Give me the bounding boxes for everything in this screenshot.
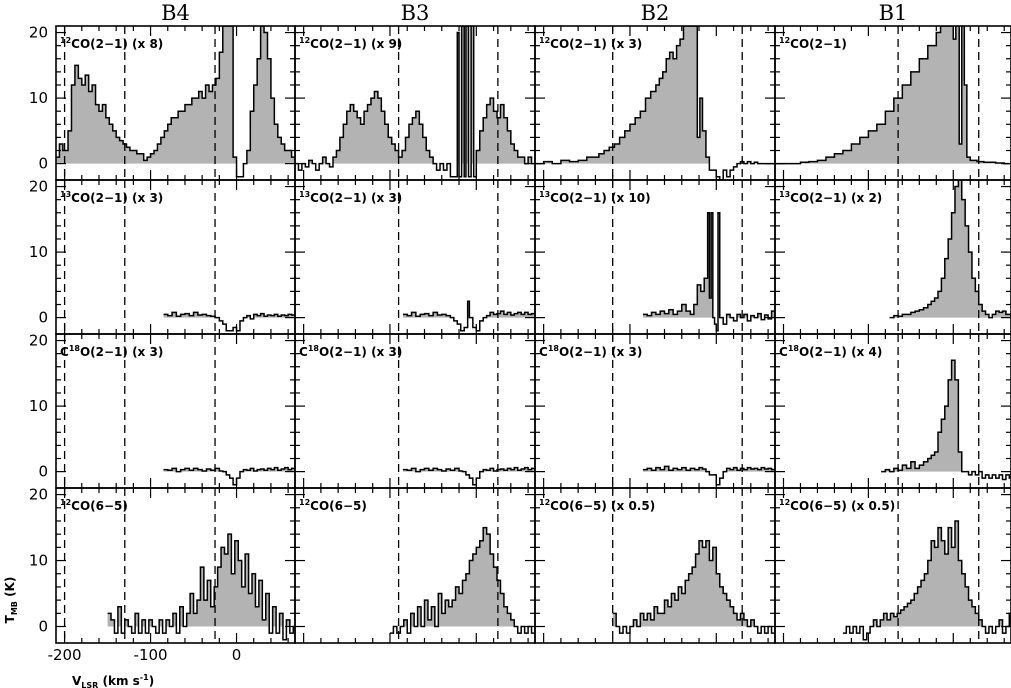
panel-r0-c1-area xyxy=(295,26,535,164)
panel-r2-c1-spectrum xyxy=(402,466,535,486)
panel-r2-c0-spectrum xyxy=(163,466,295,486)
xtick-label-0: 0 xyxy=(232,646,242,664)
panel-r3-c0-label: 12CO(6−5) xyxy=(60,498,128,513)
panel-r3-c3-label: 12CO(6−5) (x 0.5) xyxy=(779,498,895,513)
panel-r0-c2-label: 12CO(2−1) (x 3) xyxy=(539,36,642,51)
panel-r3-c2-area xyxy=(612,540,775,627)
ytick-label-20: 20 xyxy=(29,332,48,350)
panel-r0-c2-area xyxy=(535,26,775,164)
panel-r1-c0-area xyxy=(163,312,295,318)
panel-r2-c2-label: C18O(2−1) (x 3) xyxy=(539,344,642,359)
ytick-label-0: 0 xyxy=(38,309,48,327)
panel-r0-c2-spectrum xyxy=(535,26,775,180)
panel-r2-c1-label: C18O(2−1) (x 3) xyxy=(299,344,402,359)
ytick-label-10: 10 xyxy=(29,89,48,107)
ytick-label-10: 10 xyxy=(29,552,48,570)
y-axis-label: TMB (K) xyxy=(3,577,19,624)
panel-r0-c3-area xyxy=(775,26,1011,164)
panel-r1-c3-spectrum xyxy=(889,180,1011,319)
ytick-label-0: 0 xyxy=(38,155,48,173)
panel-r0-c3-spectrum xyxy=(775,26,1011,165)
ytick-label-20: 20 xyxy=(29,178,48,196)
panel-r1-c1-label: 13CO(2−1) (x 3) xyxy=(299,190,402,205)
panel-r1-c3-area xyxy=(889,180,1011,318)
panel-r0-c1-spectrum xyxy=(295,26,535,178)
ytick-label-20: 20 xyxy=(29,24,48,42)
panel-r3-c2-label: 12CO(6−5) (x 0.5) xyxy=(539,498,655,513)
panel-r0-c0-spectrum xyxy=(56,26,295,178)
panel-r1-c3-label: 13CO(2−1) (x 2) xyxy=(779,190,882,205)
xtick-label--100: -100 xyxy=(134,646,168,664)
panel-r0-c3-label: 12CO(2−1) xyxy=(779,36,847,51)
panel-r1-c1-area xyxy=(402,301,535,318)
panel-r3-c3-frame xyxy=(774,487,1011,644)
column-title-b2: B2 xyxy=(641,1,670,25)
ytick-label-20: 20 xyxy=(29,486,48,504)
panel-r3-c1-spectrum xyxy=(389,526,535,634)
panel-r0-c0-area xyxy=(56,26,295,164)
panel-r1-c2-spectrum xyxy=(642,212,775,332)
xtick-label--200: -200 xyxy=(48,646,82,664)
x-axis-label: VLSR (km s-1) xyxy=(72,673,154,688)
panel-r3-c3-spectrum xyxy=(842,520,1011,641)
panel-r0-c0-label: 12CO(2−1) (x 8) xyxy=(60,36,163,51)
ytick-label-0: 0 xyxy=(38,463,48,481)
panel-r3-c1-area xyxy=(389,527,535,627)
panel-r3-c1-label: 12CO(6−5) xyxy=(299,498,367,513)
ytick-label-10: 10 xyxy=(29,397,48,415)
panel-r2-c3-spectrum xyxy=(881,359,1011,481)
panel-r1-c2-label: 13CO(2−1) (x 10) xyxy=(539,190,651,205)
panel-r0-c1-label: 12CO(2−1) (x 9) xyxy=(299,36,402,51)
ytick-label-0: 0 xyxy=(38,618,48,636)
panel-r2-c3-label: C18O(2−1) (x 4) xyxy=(779,344,882,359)
panel-r2-c0-label: C18O(2−1) (x 3) xyxy=(60,344,163,359)
panel-r1-c0-label: 13CO(2−1) (x 3) xyxy=(60,190,163,205)
ytick-label-10: 10 xyxy=(29,243,48,261)
panel-r2-c3-area xyxy=(881,360,1011,472)
column-title-b4: B4 xyxy=(161,1,190,25)
column-title-b3: B3 xyxy=(401,1,430,25)
panel-r2-c2-spectrum xyxy=(642,465,775,486)
panel-r3-c2-spectrum xyxy=(612,540,775,634)
column-title-b1: B1 xyxy=(879,1,908,25)
panel-r1-c1-spectrum xyxy=(402,300,535,332)
panel-r3-c0-spectrum xyxy=(107,533,295,641)
